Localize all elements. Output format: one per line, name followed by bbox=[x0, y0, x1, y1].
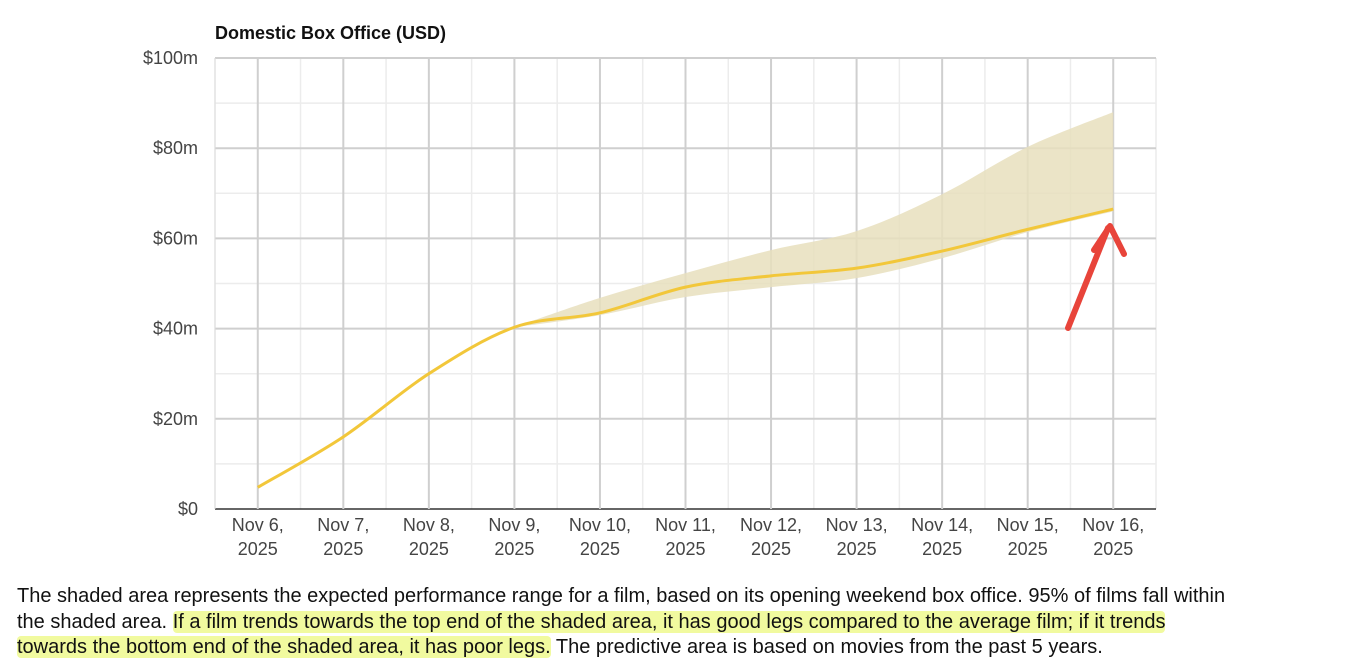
x-tick-label: Nov 15, bbox=[997, 515, 1059, 535]
red-arrow-annotation bbox=[1065, 223, 1127, 331]
x-axis-labels: Nov 6, 2025 Nov 7, 2025 Nov 8, 2025 Nov 9, 2025… bbox=[232, 515, 1144, 559]
x-tick-label: 2025 bbox=[665, 539, 705, 559]
x-tick-label: 2025 bbox=[922, 539, 962, 559]
x-tick-label: Nov 12, bbox=[740, 515, 802, 535]
x-tick-label: Nov 10, bbox=[569, 515, 631, 535]
x-tick-label: Nov 16, bbox=[1082, 515, 1144, 535]
x-tick-label: 2025 bbox=[580, 539, 620, 559]
highlighted-text: towards the bottom end of the shaded are… bbox=[17, 636, 551, 658]
description-line-2: the shaded area. If a film trends toward… bbox=[17, 610, 1225, 636]
x-tick-label: Nov 8, bbox=[403, 515, 455, 535]
description-line-3: towards the bottom end of the shaded are… bbox=[17, 635, 1225, 661]
y-tick-label: $40m bbox=[153, 319, 198, 339]
chart-title: Domestic Box Office (USD) bbox=[215, 23, 446, 43]
expected-range-area bbox=[514, 112, 1114, 328]
y-tick-label: $100m bbox=[143, 48, 198, 68]
description-text: the shaded area. bbox=[17, 610, 173, 633]
description-text: The predictive area is based on movies f… bbox=[550, 636, 1103, 658]
x-tick-label: 2025 bbox=[1008, 539, 1048, 559]
expected-range-band bbox=[514, 112, 1114, 328]
y-tick-label: $60m bbox=[153, 228, 198, 248]
description-line-1: The shaded area represents the expected … bbox=[17, 585, 1226, 607]
y-axis-labels: $0 $20m $40m $60m $80m $100m bbox=[143, 48, 198, 519]
x-tick-label: 2025 bbox=[238, 539, 278, 559]
box-office-chart: Domestic Box Office (USD) Nov 6,2025Nov … bbox=[143, 23, 1157, 559]
x-tick-label: 2025 bbox=[1093, 539, 1133, 559]
highlighted-text: If a film trends towards the top end of … bbox=[172, 610, 1166, 633]
actual-line bbox=[257, 207, 1114, 489]
x-tick-label: 2025 bbox=[837, 539, 877, 559]
x-tick-label: 2025 bbox=[494, 539, 534, 559]
chart-description: The shaded area represents the expected … bbox=[17, 584, 1225, 661]
x-tick-label: Nov 9, bbox=[488, 515, 540, 535]
y-tick-label: $0 bbox=[178, 499, 198, 519]
x-tick-label: 2025 bbox=[323, 539, 363, 559]
grid bbox=[214, 57, 1157, 510]
x-tick-label: Nov 7, bbox=[317, 515, 369, 535]
x-tick-label: Nov 6, bbox=[232, 515, 284, 535]
x-tick-label: Nov 14, bbox=[911, 515, 973, 535]
x-tick-label: Nov 11, bbox=[655, 515, 716, 535]
x-tick-label: Nov 13, bbox=[826, 515, 888, 535]
y-tick-label: $80m bbox=[153, 138, 198, 158]
x-tick-label: 2025 bbox=[751, 539, 791, 559]
x-tick-label: 2025 bbox=[409, 539, 449, 559]
y-tick-label: $20m bbox=[153, 409, 198, 429]
